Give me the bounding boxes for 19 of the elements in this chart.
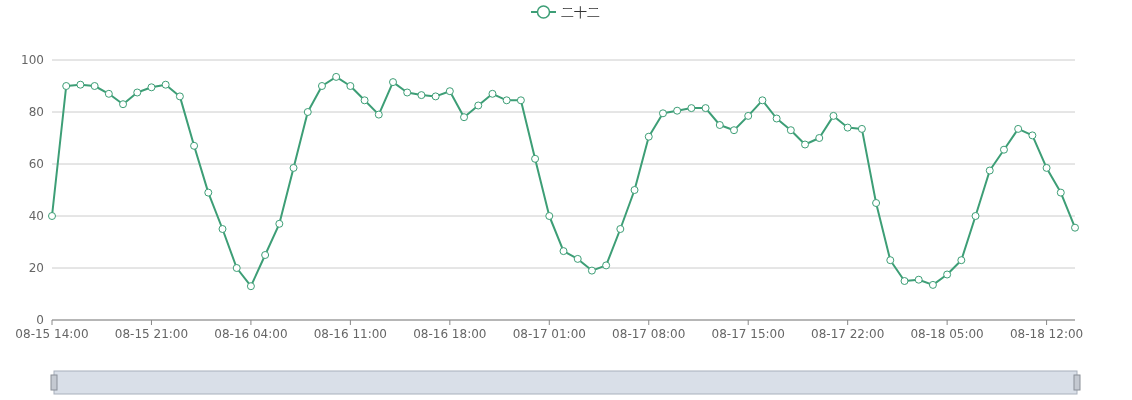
y-tick-label: 100 xyxy=(21,53,44,67)
y-tick-label: 0 xyxy=(36,313,44,327)
x-tick-label: 08-16 18:00 xyxy=(413,327,487,341)
y-tick-label: 20 xyxy=(28,261,44,275)
y-tick-label: 60 xyxy=(28,157,44,171)
x-tick-label: 08-16 11:00 xyxy=(313,327,388,341)
y-tick-label: 80 xyxy=(28,105,44,119)
legend-label: 二十二 xyxy=(561,5,600,20)
y-tick-label: 40 xyxy=(28,209,44,223)
x-tick-label: 08-18 05:00 xyxy=(910,327,984,341)
x-tick-label: 08-16 04:00 xyxy=(214,327,288,341)
x-tick-label: 08-17 15:00 xyxy=(711,327,785,341)
legend-item: 二十二 xyxy=(530,5,600,20)
x-tick-label: 08-15 14:00 xyxy=(15,327,89,341)
x-tick-label: 08-15 21:00 xyxy=(114,327,189,341)
x-tick-label: 08-17 01:00 xyxy=(512,327,586,341)
x-tick-label: 08-17 08:00 xyxy=(612,327,686,341)
x-tick-label: 08-17 22:00 xyxy=(811,327,885,341)
x-tick-label: 08-18 12:00 xyxy=(1009,327,1084,341)
